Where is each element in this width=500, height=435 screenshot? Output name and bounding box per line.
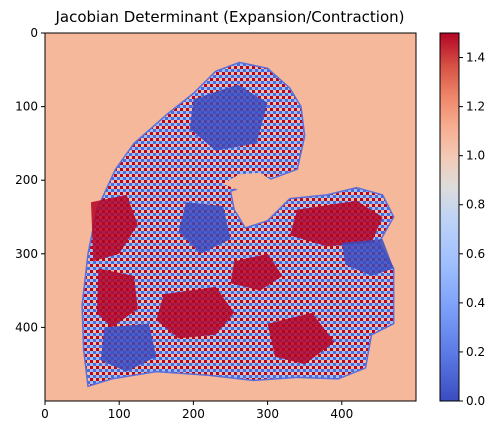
region-cold-patch-lower-left — [100, 323, 157, 372]
x-tick-label: 300 — [256, 407, 279, 421]
region-cold-patch-right-edge — [341, 239, 394, 276]
colorbar-tick-label: 0.8 — [466, 198, 485, 212]
colorbar-tick-label: 0.4 — [466, 296, 485, 310]
y-tick-label: 100 — [15, 100, 38, 114]
y-tick-label: 300 — [15, 247, 38, 261]
x-tick-label: 100 — [108, 407, 131, 421]
region-tissue-outline — [81, 61, 395, 388]
colorbar-tick-label: 1.2 — [466, 100, 485, 114]
colorbar-tick-label: 0.0 — [466, 394, 485, 408]
region-cold-patch-top — [189, 84, 268, 151]
region-cold-patch-middle — [178, 202, 231, 254]
y-tick-label: 200 — [15, 173, 38, 187]
plot-frame — [44, 32, 417, 402]
colorbar-ticks: 0.0 0.2 0.4 0.6 0.8 1.0 1.2 1.4 — [459, 51, 485, 408]
region-hot-patch-bottom-right — [267, 312, 335, 365]
chart-title: Jacobian Determinant (Expansion/Contract… — [55, 8, 405, 26]
heatmap-regions — [81, 61, 395, 388]
colorbar-tick-label: 0.2 — [466, 345, 485, 359]
x-tick-label: 200 — [182, 407, 205, 421]
colorbar-tick-label: 0.6 — [466, 247, 485, 261]
region-hot-patch-lower-center — [156, 286, 235, 339]
region-hot-patch-mid-right — [230, 253, 283, 291]
x-tick-label: 400 — [330, 407, 353, 421]
y-axis: 0 100 200 300 400 — [15, 26, 45, 334]
colorbar-tick-label: 1.0 — [466, 149, 485, 163]
colorbar-tick-label: 1.4 — [466, 51, 485, 65]
region-hot-patch-upper-left — [91, 194, 138, 262]
colorbar: 0.0 0.2 0.4 0.6 0.8 1.0 1.2 1.4 — [439, 32, 485, 408]
y-tick-label: 400 — [15, 320, 38, 334]
plot-area — [44, 32, 417, 402]
x-tick-label: 0 — [41, 407, 49, 421]
colorbar-gradient — [439, 32, 460, 402]
x-axis: 0 100 200 300 400 — [41, 401, 353, 421]
region-hot-patch-right — [289, 200, 383, 247]
region-hole — [223, 172, 272, 191]
y-tick-label: 0 — [30, 26, 38, 40]
region-hot-patch-left — [96, 268, 138, 328]
